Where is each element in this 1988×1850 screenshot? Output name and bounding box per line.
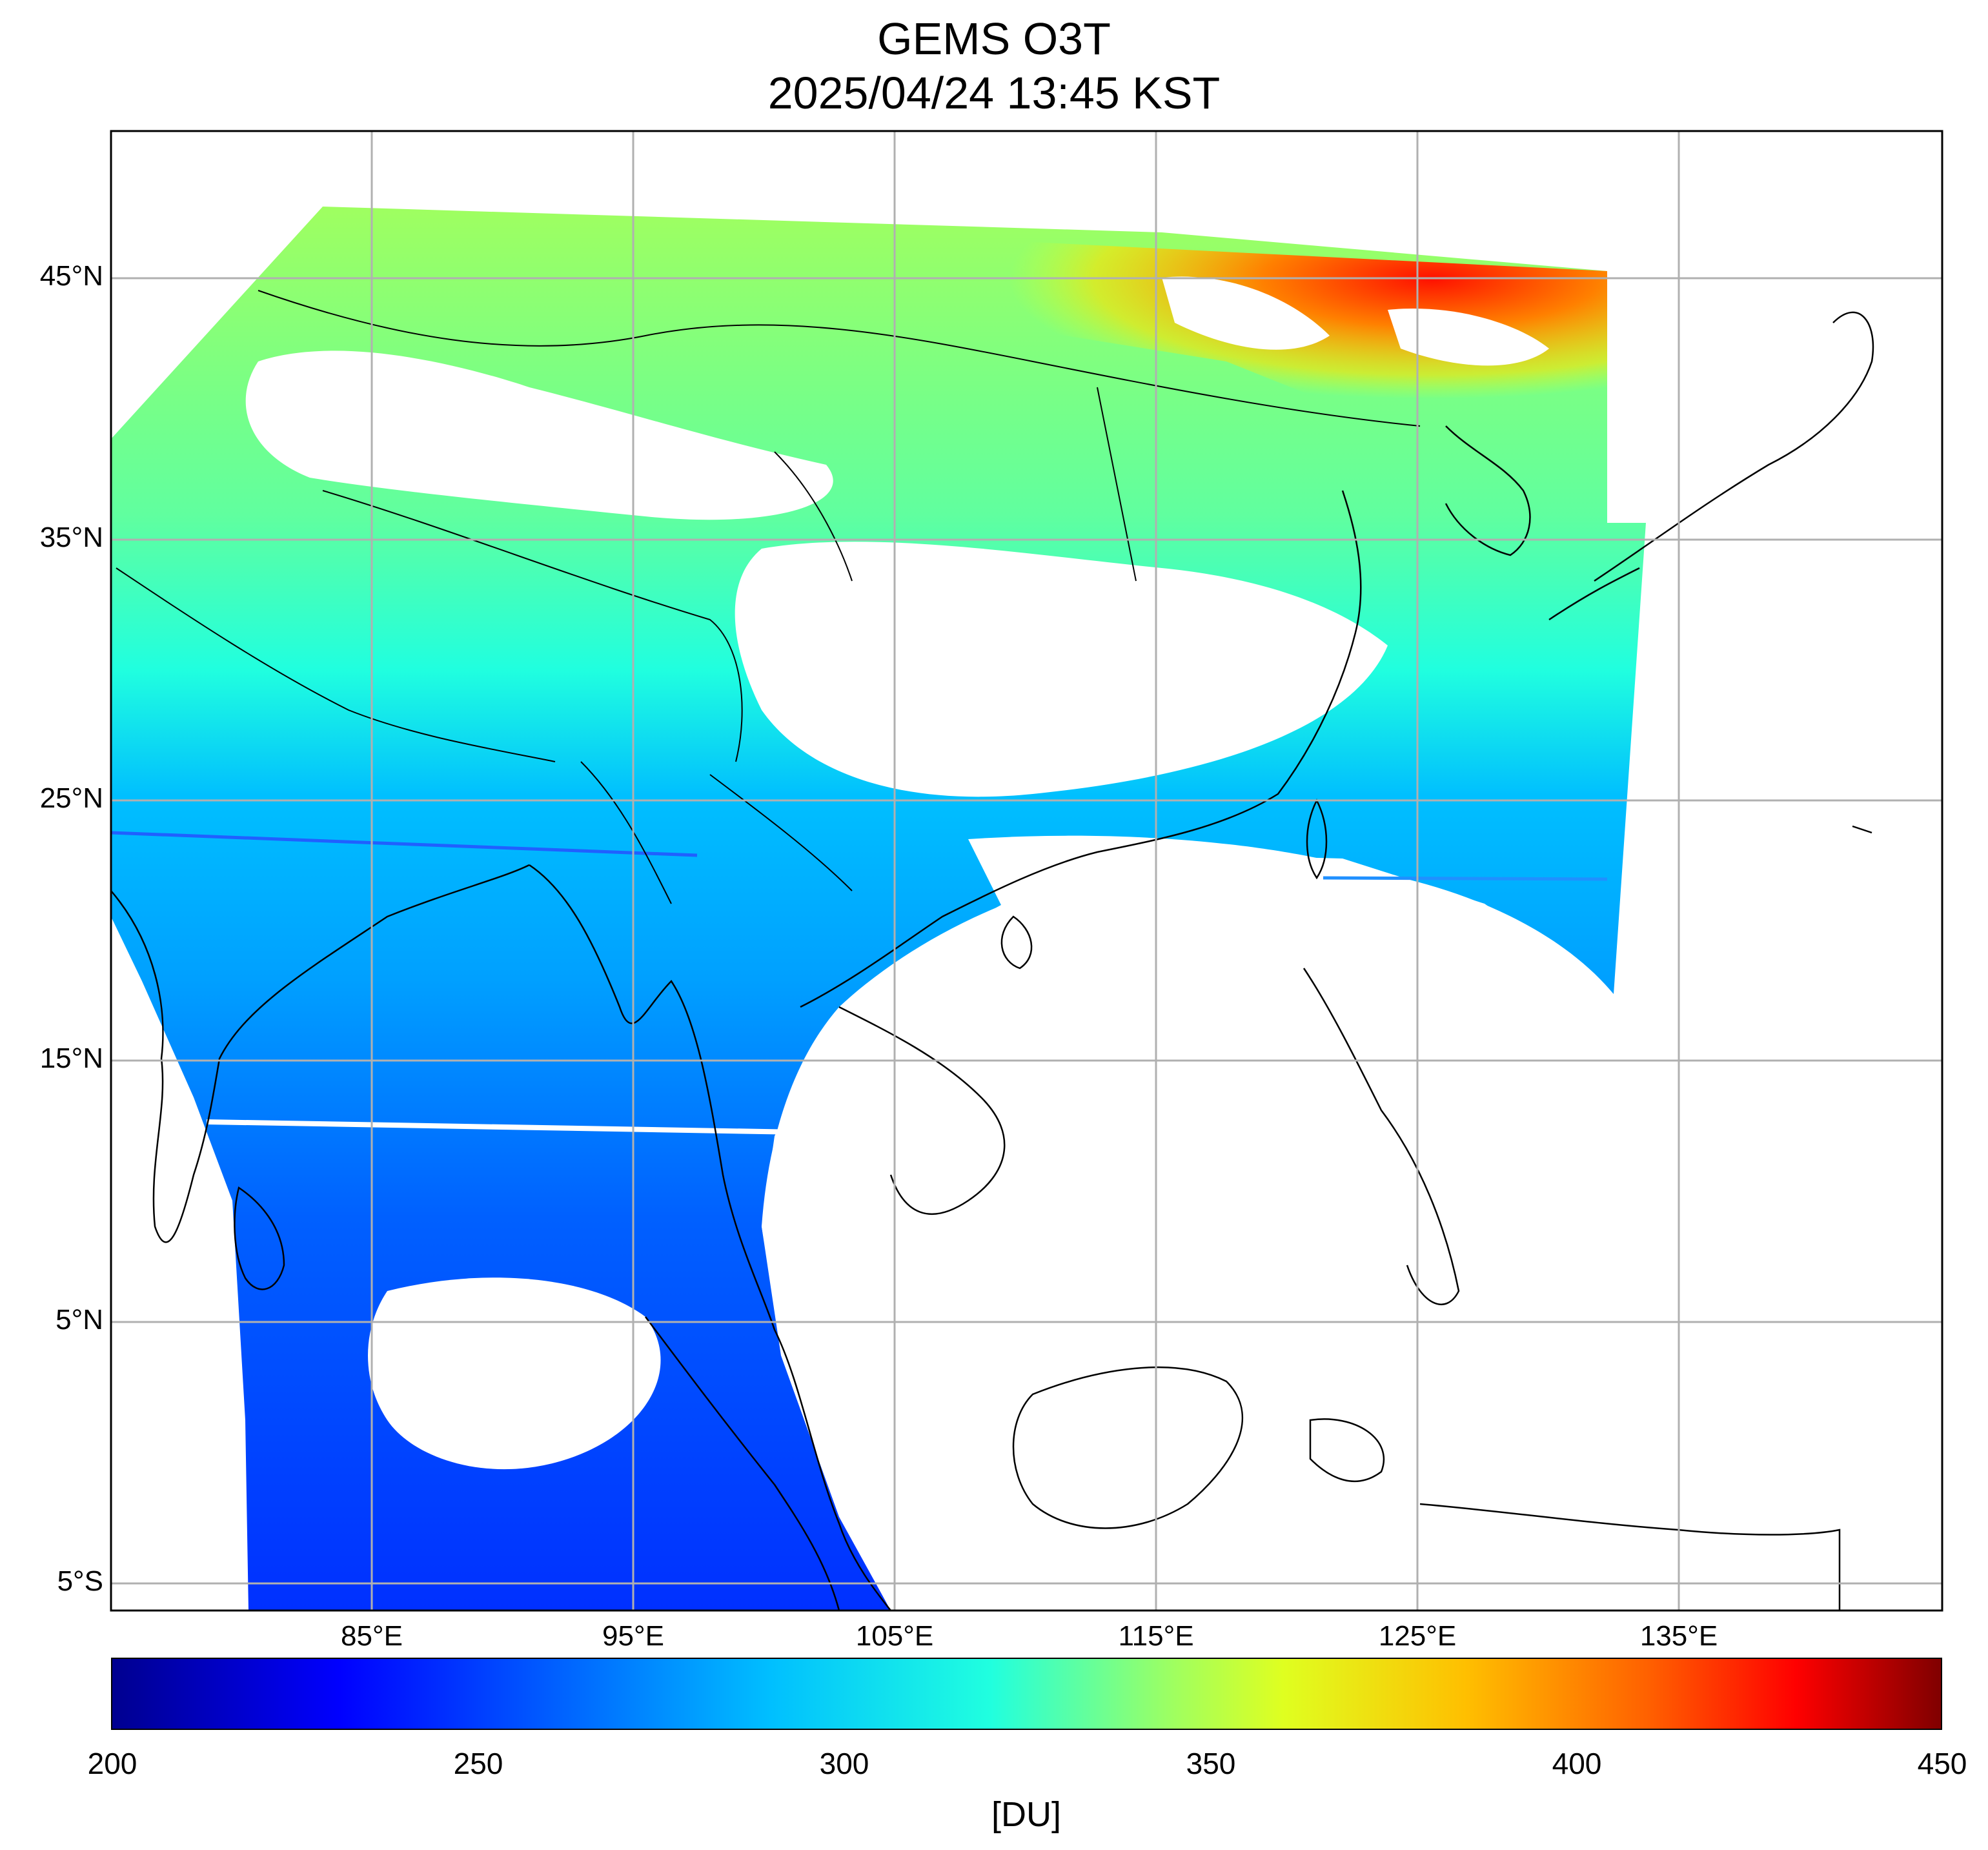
colorbar-tick: 350 <box>1186 1747 1236 1780</box>
gridlines <box>111 131 1942 1611</box>
colorbar-tick: 200 <box>87 1747 137 1780</box>
lat-label: 35°N <box>39 522 103 553</box>
data-layer <box>111 207 1874 1611</box>
colorbar <box>111 1658 1942 1730</box>
colorbar-tick: 400 <box>1552 1747 1602 1780</box>
lon-label: 135°E <box>1639 1620 1718 1652</box>
colorbar-tick: 300 <box>819 1747 869 1780</box>
lon-label: 125°E <box>1378 1620 1457 1652</box>
lat-label: 5°S <box>57 1565 103 1597</box>
lon-label: 85°E <box>341 1620 403 1652</box>
map-subtitle: 2025/04/24 13:45 KST <box>767 68 1221 118</box>
colorbar-units: [DU] <box>991 1795 1061 1834</box>
lon-label: 95°E <box>602 1620 664 1652</box>
lat-label: 45°N <box>39 260 103 292</box>
country-borders <box>116 290 1421 904</box>
colorbar-tick: 450 <box>1917 1747 1967 1780</box>
swath-seam <box>1323 876 1608 881</box>
lon-label: 115°E <box>1118 1620 1194 1652</box>
swath-seam <box>111 831 698 857</box>
colorbar-tick: 250 <box>453 1747 503 1780</box>
map-title: GEMS O3T <box>877 14 1111 64</box>
no-data-region <box>762 858 1614 1611</box>
map-frame <box>110 130 1943 1612</box>
swath-seam <box>206 1119 801 1135</box>
lat-label: 15°N <box>39 1042 103 1074</box>
lat-label: 25°N <box>39 782 103 814</box>
lon-label: 105°E <box>855 1620 934 1652</box>
lat-label: 5°N <box>56 1304 103 1336</box>
coastlines <box>111 311 1874 1611</box>
ozone-swath <box>111 207 1646 1611</box>
